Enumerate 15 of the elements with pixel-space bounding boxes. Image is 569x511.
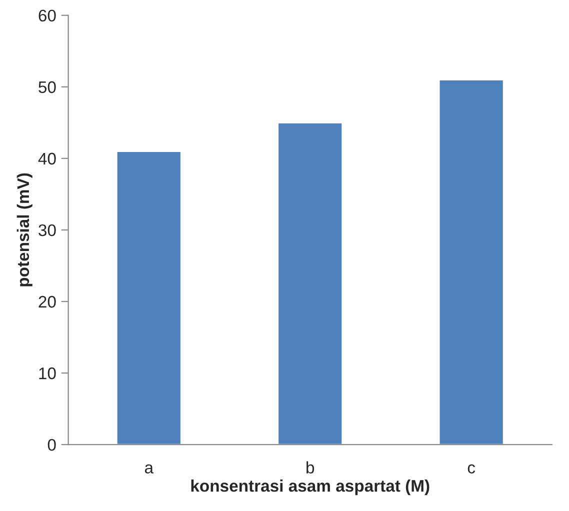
bar xyxy=(116,150,182,445)
y-axis-title: potensial (mV) xyxy=(16,173,32,286)
y-tick-label: 0 xyxy=(48,438,56,451)
y-tick-label: 20 xyxy=(38,296,56,308)
y-tick-label: 60 xyxy=(38,10,56,22)
y-tick-label: 30 xyxy=(38,224,56,236)
x-tick-label: b xyxy=(306,461,314,474)
y-tick-label: 40 xyxy=(38,152,56,165)
bar xyxy=(438,79,504,445)
x-tick-label: a xyxy=(144,464,154,474)
x-tick-label: c xyxy=(468,464,476,474)
y-tick-label: 50 xyxy=(38,81,56,94)
x-axis-title: konsentrasi asam aspartat (M) xyxy=(191,480,430,496)
bar xyxy=(277,122,344,445)
y-tick-label: 10 xyxy=(39,367,56,380)
